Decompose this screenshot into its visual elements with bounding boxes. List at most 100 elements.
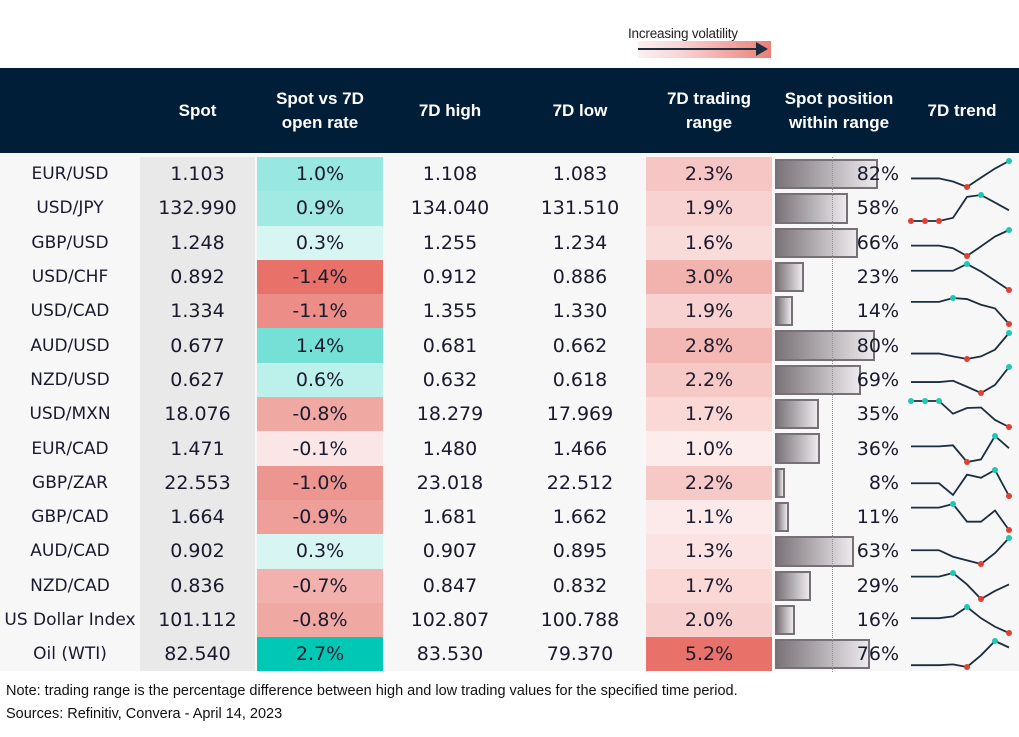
trend-max-marker — [992, 638, 998, 645]
spot-cell: 18.076 — [140, 397, 255, 432]
low-cell: 1.662 — [552, 506, 608, 529]
table-row: USD/CHF 0.892 -1.4% 0.912 0.886 3.0% 23% — [0, 259, 1019, 295]
high-cell: 1.108 — [422, 163, 478, 186]
trend-min-marker — [964, 355, 970, 362]
arrow-head-icon — [756, 42, 768, 56]
range-cell: 1.7% — [646, 568, 772, 603]
trend-cell — [905, 637, 1019, 671]
trend-cell — [905, 260, 1019, 294]
trend-max-marker — [964, 604, 970, 610]
position-bar — [775, 330, 875, 361]
trend-max-marker — [922, 398, 928, 405]
position-bar — [775, 570, 812, 601]
trend-max-marker — [964, 261, 970, 268]
table-header: Spot Spot vs 7D open rate 7D high 7D low… — [0, 68, 1019, 153]
vs-open-cell: 0.6% — [257, 362, 383, 398]
range-cell: 1.1% — [646, 499, 772, 535]
vs-open-cell: -1.4% — [257, 259, 383, 295]
vs-open-cell: -0.9% — [257, 499, 383, 535]
trend-line — [911, 263, 1010, 291]
trend-cell — [905, 431, 1019, 465]
trend-cell — [905, 534, 1019, 568]
vs-open-cell: 1.0% — [257, 157, 383, 192]
low-cell: 1.083 — [552, 163, 608, 186]
trend-min-marker — [964, 252, 970, 259]
vs-open-cell: 0.9% — [257, 191, 383, 226]
vs-open-cell: -0.7% — [257, 568, 383, 603]
trend-line — [911, 400, 1010, 429]
trend-line — [911, 537, 1010, 566]
trend-cell — [905, 569, 1019, 603]
table-row: GBP/ZAR 22.553 -1.0% 23.018 22.512 2.2% … — [0, 465, 1019, 500]
low-cell: 1.466 — [552, 437, 608, 460]
arrow-right-icon — [638, 48, 758, 50]
position-value: 66% — [856, 231, 899, 254]
pair-label: EUR/CAD — [31, 438, 109, 459]
header-position: Spot position within range — [784, 88, 894, 132]
position-cell: 82% — [773, 157, 905, 191]
position-cell: 8% — [773, 466, 905, 500]
header-high: 7D high — [418, 100, 482, 120]
spot-cell: 1.664 — [140, 499, 255, 535]
spot-cell: 0.627 — [140, 362, 255, 398]
vs-open-cell: -0.8% — [257, 602, 383, 638]
trend-line — [911, 366, 1010, 394]
trend-line — [911, 228, 1010, 257]
table-row: USD/JPY 132.990 0.9% 134.040 131.510 1.9… — [0, 191, 1019, 226]
position-cell: 76% — [773, 637, 905, 671]
trend-cell — [905, 328, 1019, 362]
header-spot: Spot — [178, 100, 217, 120]
position-cell: 63% — [773, 534, 905, 568]
low-cell: 131.510 — [540, 197, 620, 220]
high-cell: 18.279 — [416, 403, 484, 426]
low-cell: 1.330 — [552, 300, 608, 323]
pair-label: NZD/USD — [30, 369, 110, 390]
trend-max-marker — [992, 466, 998, 473]
header-low: 7D low — [552, 100, 608, 120]
spot-cell: 132.990 — [140, 191, 255, 226]
range-cell: 2.3% — [646, 157, 772, 192]
table-row: AUD/USD 0.677 1.4% 0.681 0.662 2.8% 80% — [0, 328, 1019, 363]
low-cell: 0.886 — [552, 266, 608, 289]
table-row: USD/MXN 18.076 -0.8% 18.279 17.969 1.7% … — [0, 397, 1019, 432]
trend-min-marker — [1006, 321, 1012, 328]
position-cell: 14% — [773, 294, 905, 328]
position-value: 36% — [856, 437, 899, 460]
trend-sparkline — [911, 638, 1010, 671]
position-cell: 23% — [773, 260, 905, 294]
spot-cell: 0.836 — [140, 568, 255, 603]
trend-min-marker — [978, 561, 984, 568]
pair-label: US Dollar Index — [4, 610, 136, 630]
trend-sparkline — [911, 501, 1012, 534]
position-cell: 11% — [773, 500, 905, 534]
trend-cell — [905, 191, 1019, 225]
high-cell: 0.912 — [422, 266, 478, 289]
high-cell: 0.907 — [422, 540, 478, 563]
trend-sparkline — [908, 192, 1010, 225]
vs-open-cell: 0.3% — [257, 225, 383, 260]
pair-label: GBP/ZAR — [32, 472, 108, 493]
trend-sparkline — [908, 398, 1012, 431]
position-bar — [775, 159, 878, 190]
trend-min-marker — [908, 218, 914, 225]
trend-max-marker — [978, 192, 984, 199]
high-cell: 1.480 — [422, 437, 478, 460]
trend-line — [911, 503, 1010, 531]
range-cell: 1.7% — [646, 397, 772, 432]
trend-min-marker — [978, 595, 984, 602]
spot-cell: 1.103 — [140, 157, 255, 192]
range-cell: 1.9% — [646, 191, 772, 226]
table-row: GBP/CAD 1.664 -0.9% 1.681 1.662 1.1% 11% — [0, 499, 1019, 535]
low-cell: 0.662 — [552, 334, 608, 357]
trend-max-marker — [1006, 329, 1012, 336]
spot-cell: 82.540 — [140, 637, 255, 672]
trend-line — [911, 640, 1010, 669]
range-cell: 1.9% — [646, 294, 772, 329]
trend-sparkline — [911, 261, 1012, 294]
sources-text: Sources: Refinitiv, Convera - April 14, … — [6, 706, 283, 722]
range-cell: 1.6% — [646, 225, 772, 260]
pair-label: GBP/CAD — [31, 507, 109, 528]
trend-cell — [905, 226, 1019, 260]
low-cell: 100.788 — [540, 609, 620, 631]
low-cell: 22.512 — [546, 471, 614, 494]
